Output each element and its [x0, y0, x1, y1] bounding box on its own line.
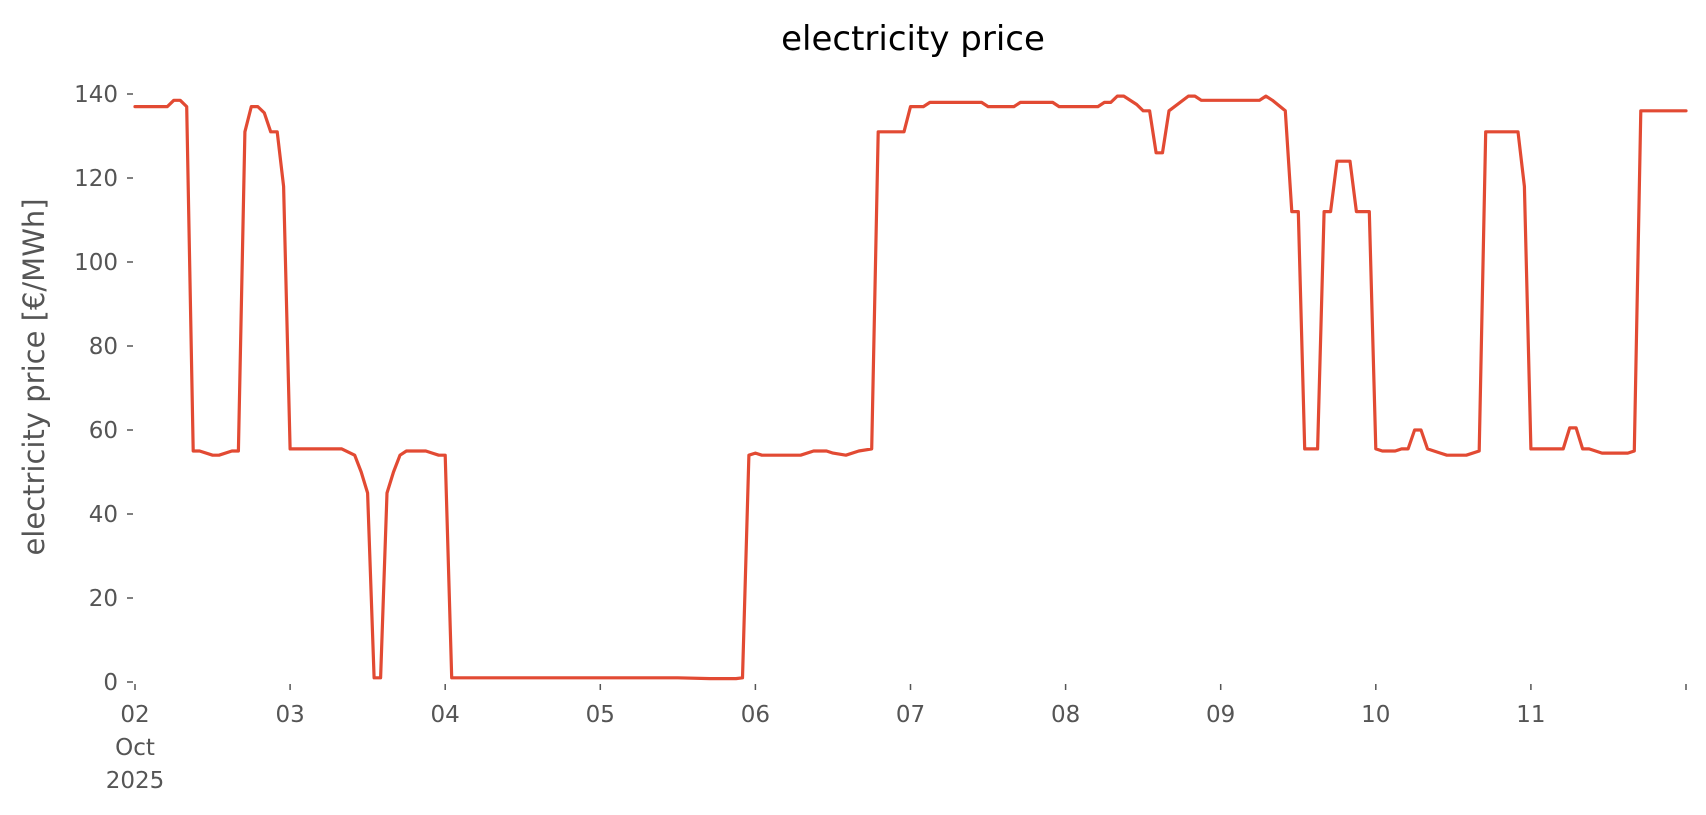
y-tick-label: 80 — [89, 334, 118, 360]
y-tick-label: 20 — [89, 586, 118, 612]
x-tick-label: 02 — [120, 702, 149, 728]
x-tick-label: 2025 — [106, 768, 165, 794]
y-axis: 0 20 40 60 80 100 120 140 — [74, 82, 133, 696]
y-tick-label: 100 — [74, 250, 118, 276]
x-tick-label: 07 — [896, 702, 925, 728]
y-tick-label: 60 — [89, 418, 118, 444]
x-tick-label: Oct — [115, 735, 155, 761]
x-tick-label: 06 — [741, 702, 770, 728]
y-axis-label: electricity price [€/MWh] — [17, 198, 51, 555]
x-tick-label: 05 — [586, 702, 615, 728]
x-axis: 02 Oct 2025 03 04 05 06 07 08 09 10 11 — [106, 684, 1687, 794]
y-tick-label: 40 — [89, 502, 118, 528]
x-tick-label: 10 — [1361, 702, 1390, 728]
x-tick-label: 09 — [1206, 702, 1235, 728]
y-tick-label: 140 — [74, 82, 118, 108]
price-series-line — [133, 94, 1688, 681]
x-tick-label: 03 — [275, 702, 304, 728]
y-tick-label: 120 — [74, 166, 118, 192]
series-layer — [133, 94, 1688, 681]
y-tick-label: 0 — [103, 670, 118, 696]
x-tick-label: 08 — [1051, 702, 1080, 728]
x-tick-label: 04 — [431, 702, 460, 728]
chart-title: electricity price — [781, 19, 1045, 59]
x-tick-label: 11 — [1516, 702, 1545, 728]
